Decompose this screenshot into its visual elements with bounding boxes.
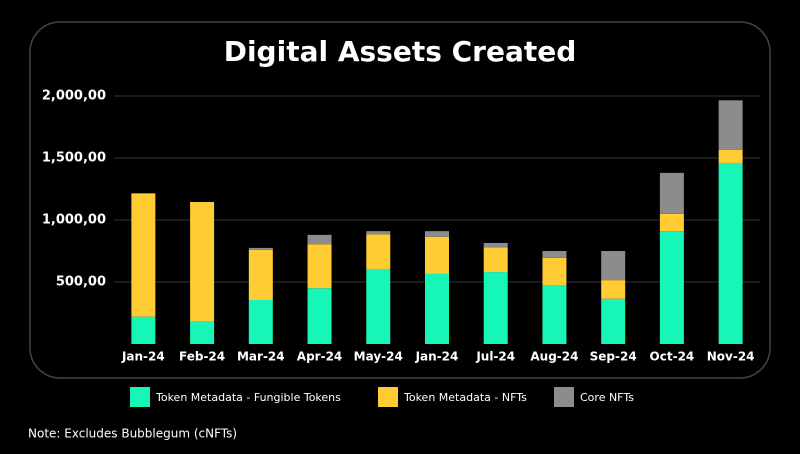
chart-title: Digital Assets Created	[224, 35, 577, 68]
legend-swatch	[130, 387, 150, 407]
bar-segment	[659, 231, 684, 344]
y-tick-label: 1,500,00	[42, 151, 106, 166]
bar-segment	[366, 234, 391, 269]
legend-label: Token Metadata - NFTs	[403, 391, 527, 404]
x-tick-label: Nov-24	[707, 350, 755, 364]
bar-segment	[307, 288, 332, 344]
y-tick-label: 2,000,00	[42, 89, 106, 104]
x-tick-label: Jul-24	[475, 350, 515, 364]
x-tick-label: Jan-24	[121, 350, 165, 364]
legend-swatch	[554, 387, 574, 407]
legend-swatch	[378, 387, 398, 407]
bar-segment	[601, 280, 626, 299]
bar-segment	[601, 251, 626, 281]
bar-segment	[542, 257, 567, 286]
x-tick-label: Oct-24	[650, 350, 695, 364]
bar-segment	[248, 247, 273, 250]
bar-segment	[248, 249, 273, 300]
bar-segment	[659, 213, 684, 232]
bar-segment	[307, 244, 332, 289]
x-tick-label: Aug-24	[530, 350, 578, 364]
bar-segment	[131, 193, 156, 317]
bar-segment	[425, 236, 449, 274]
x-tick-label: May-24	[354, 350, 403, 364]
bar-segment	[601, 298, 626, 344]
bar-segment	[425, 231, 449, 237]
x-tick-label: Sep-24	[590, 350, 637, 364]
bar-segment	[190, 202, 215, 322]
legend-label: Token Metadata - Fungible Tokens	[155, 391, 341, 404]
bar-segment	[425, 273, 449, 344]
legend-label: Core NFTs	[580, 391, 634, 404]
bar-segment	[718, 100, 743, 150]
bar-segment	[248, 299, 273, 344]
bar-segment	[366, 268, 391, 344]
note: Note: Excludes Bubblegum (cNFTs)	[28, 427, 237, 441]
bar-segment	[718, 149, 743, 163]
bar-segment	[366, 231, 391, 235]
bar-segment	[131, 316, 156, 344]
bar-segment	[190, 321, 215, 344]
x-tick-label: Mar-24	[237, 350, 285, 364]
bar-segment	[659, 172, 684, 214]
y-tick-label: 1,000,00	[42, 213, 106, 228]
x-tick-label: Apr-24	[297, 350, 342, 364]
bar-segment	[483, 247, 508, 273]
bar-segment	[542, 251, 567, 258]
chart-panel	[29, 21, 771, 379]
x-tick-label: Feb-24	[179, 350, 225, 364]
x-tick-label: Jan-24	[415, 350, 459, 364]
y-tick-label: 500,00	[56, 275, 106, 290]
bar-segment	[483, 272, 508, 344]
bar-segment	[542, 285, 567, 344]
bar-segment	[307, 234, 332, 245]
bar-segment	[483, 242, 508, 248]
bar-segment	[718, 162, 743, 344]
